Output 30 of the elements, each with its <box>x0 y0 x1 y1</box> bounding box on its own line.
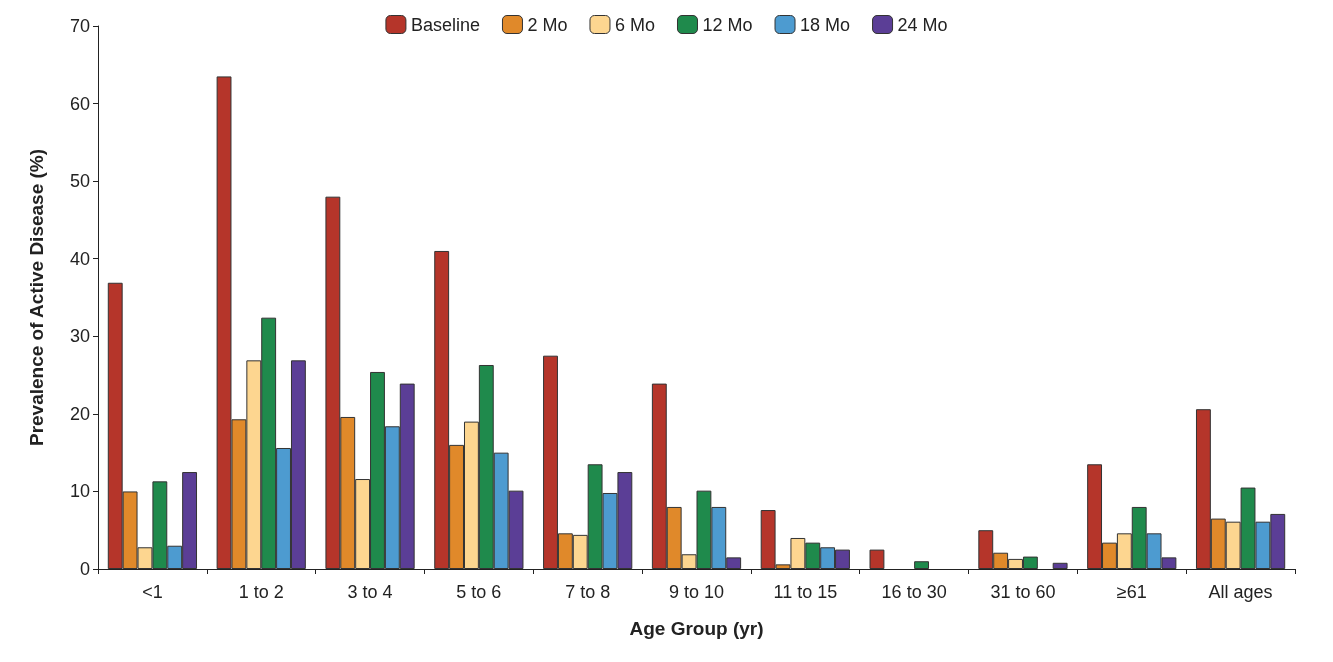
x-tick-label: All ages <box>1208 582 1273 602</box>
x-axis-title: Age Group (yr) <box>629 618 764 639</box>
legend-label: 18 Mo <box>800 14 851 35</box>
bar <box>869 549 885 569</box>
x-tick-label: <1 <box>142 582 163 602</box>
y-axis-title: Prevalence of Active Disease (%) <box>26 148 47 447</box>
y-tick-label: 0 <box>79 559 90 579</box>
x-tick-label: 31 to 60 <box>990 582 1056 602</box>
legend-label: 2 Mo <box>527 14 568 35</box>
bar <box>1052 562 1068 569</box>
x-tick-label: 5 to 6 <box>456 582 502 602</box>
x-tick-label: 1 to 2 <box>238 582 284 602</box>
legend-label: 6 Mo <box>614 14 656 35</box>
y-tick-label: 70 <box>69 16 90 36</box>
legend-label: 24 Mo <box>897 14 948 35</box>
x-tick-label: ≥61 <box>1116 582 1147 602</box>
y-tick-label: 30 <box>69 326 90 347</box>
y-tick-label: 50 <box>69 171 90 192</box>
y-tick-label: 40 <box>69 248 90 269</box>
x-tick-label: 16 to 30 <box>881 582 947 602</box>
y-tick-label: 60 <box>69 93 90 114</box>
legend-label: 12 Mo <box>702 14 753 35</box>
bar <box>914 561 930 569</box>
x-tick-label: 11 to 15 <box>773 582 838 602</box>
y-tick-label: 10 <box>69 481 90 502</box>
legend-label: Baseline <box>410 14 480 35</box>
x-tick-label: 3 to 4 <box>347 582 393 602</box>
x-tick-label: 7 to 8 <box>565 582 611 602</box>
y-tick-label: 20 <box>69 403 90 424</box>
x-tick-label: 9 to 10 <box>668 582 725 602</box>
